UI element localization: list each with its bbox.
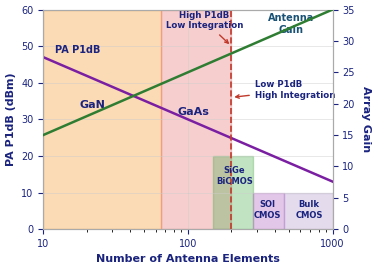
Text: GaAs: GaAs [178, 107, 210, 117]
Bar [284, 193, 333, 229]
Text: SiGe
BiCMOS: SiGe BiCMOS [216, 166, 253, 186]
Text: Antenna
Gain: Antenna Gain [268, 14, 314, 35]
Bar [213, 156, 253, 229]
Text: Bulk
CMOS: Bulk CMOS [296, 200, 323, 220]
Bar [161, 9, 231, 229]
X-axis label: Number of Antenna Elements: Number of Antenna Elements [96, 254, 280, 264]
Y-axis label: PA P1dB (dBm): PA P1dB (dBm) [6, 73, 15, 166]
Text: SOI
CMOS: SOI CMOS [254, 200, 281, 220]
Text: GaN: GaN [80, 100, 106, 110]
Text: PA P1dB: PA P1dB [55, 45, 100, 55]
Y-axis label: Array Gain: Array Gain [362, 86, 371, 153]
Text: High P1dB
Low Integration: High P1dB Low Integration [166, 11, 243, 43]
Bar [253, 193, 284, 229]
Text: Low P1dB
High Integration: Low P1dB High Integration [236, 80, 335, 100]
Bar [43, 9, 161, 229]
